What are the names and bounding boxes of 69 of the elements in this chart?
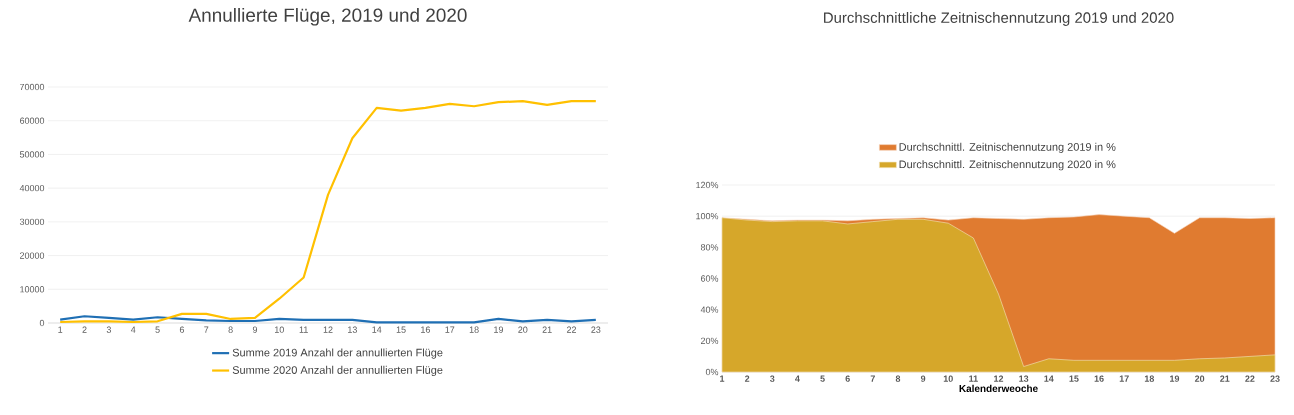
x-tick-label: 5 [820, 375, 825, 382]
x-tick-label: 13 [348, 326, 357, 333]
y-tick-label: 40% [700, 306, 719, 313]
legend-label: Summe 2020 Anzahl der annullierten Flüge [232, 365, 443, 377]
x-tick-label: 17 [1119, 375, 1129, 382]
x-tick-label: 18 [1144, 375, 1155, 382]
y-tick-label: 40000 [19, 184, 45, 192]
x-tick-label: 21 [542, 326, 552, 333]
chart-title: Annullierte Flüge, 2019 und 2020 [188, 7, 467, 26]
y-tick-label: 100% [696, 212, 719, 220]
x-tick-label: 3 [769, 375, 775, 382]
x-tick-label: 12 [323, 326, 333, 333]
x-tick-label: 15 [1069, 375, 1079, 382]
y-tick-label: 80% [700, 244, 719, 251]
y-tick-label: 10000 [20, 286, 45, 293]
x-tick-label: 7 [870, 375, 875, 382]
x-tick-label: 9 [252, 326, 258, 333]
x-tick-label: 16 [421, 326, 430, 333]
x-tick-label: 18 [469, 326, 479, 333]
y-tick-label: 0 [39, 319, 45, 327]
x-tick-label: 11 [299, 326, 308, 333]
y-tick-label: 50000 [19, 151, 45, 158]
x-tick-label: 21 [1220, 375, 1230, 382]
legend-label: Summe 2019 Anzahl der annullierten Flüge [232, 348, 443, 359]
x-tick-label: 23 [1270, 375, 1280, 382]
y-tick-label: 30000 [19, 218, 45, 226]
x-tick-label: 7 [204, 326, 209, 333]
x-tick-label: 4 [130, 326, 136, 333]
x-tick-label: 22 [1245, 375, 1255, 382]
x-tick-label: 10 [943, 375, 953, 382]
x-tick-label: 14 [1044, 375, 1054, 382]
x-tick-label: 6 [179, 326, 185, 333]
x-tick-label: 22 [566, 326, 577, 333]
x-tick-label: 20 [518, 326, 528, 333]
y-tick-label: 20% [701, 337, 719, 345]
y-tick-label: 60000 [20, 117, 45, 124]
x-tick-label: 12 [994, 375, 1004, 382]
x-tick-label: 6 [845, 375, 850, 382]
x-tick-label: 20 [1194, 375, 1205, 382]
x-tick-label: 13 [1019, 375, 1029, 382]
y-tick-label: 120% [696, 181, 719, 189]
x-tick-label: 3 [106, 326, 111, 333]
y-tick-label: 20000 [20, 252, 45, 259]
x-tick-label: 5 [155, 326, 160, 333]
x-tick-label: 15 [396, 326, 406, 333]
x-tick-label: 9 [920, 375, 926, 382]
x-tick-label: 19 [494, 326, 503, 333]
x-tick-label: 14 [372, 326, 382, 333]
x-axis-title: Kalenderweoche [959, 384, 1038, 393]
legend-label: Durchschnittl. Zeitnischennutzung 2019 in % [899, 142, 1116, 153]
x-tick-label: 10 [275, 326, 284, 333]
x-tick-label: 23 [591, 326, 601, 333]
x-tick-label: 1 [720, 375, 725, 382]
x-tick-label: 16 [1094, 375, 1104, 382]
x-tick-label: 17 [445, 326, 455, 333]
x-tick-label: 11 [969, 375, 978, 382]
x-tick-label: 4 [795, 375, 800, 382]
legend-label: Durchschnittl. Zeitnischennutzung 2020 in % [899, 160, 1116, 171]
x-tick-label: 8 [228, 326, 233, 333]
x-tick-label: 8 [895, 375, 901, 382]
x-tick-label: 1 [58, 326, 63, 333]
x-tick-label: 19 [1170, 375, 1180, 382]
y-tick-label: 60% [701, 275, 719, 282]
y-tick-label: 0% [705, 368, 719, 376]
line-series [59, 100, 597, 324]
x-tick-label: 2 [82, 326, 87, 333]
y-tick-label: 70000 [20, 83, 45, 91]
x-tick-label: 2 [744, 375, 750, 382]
chart-title: Durchschnittliche Zeitnischennutzung 2019 und 2020 [824, 11, 1174, 26]
